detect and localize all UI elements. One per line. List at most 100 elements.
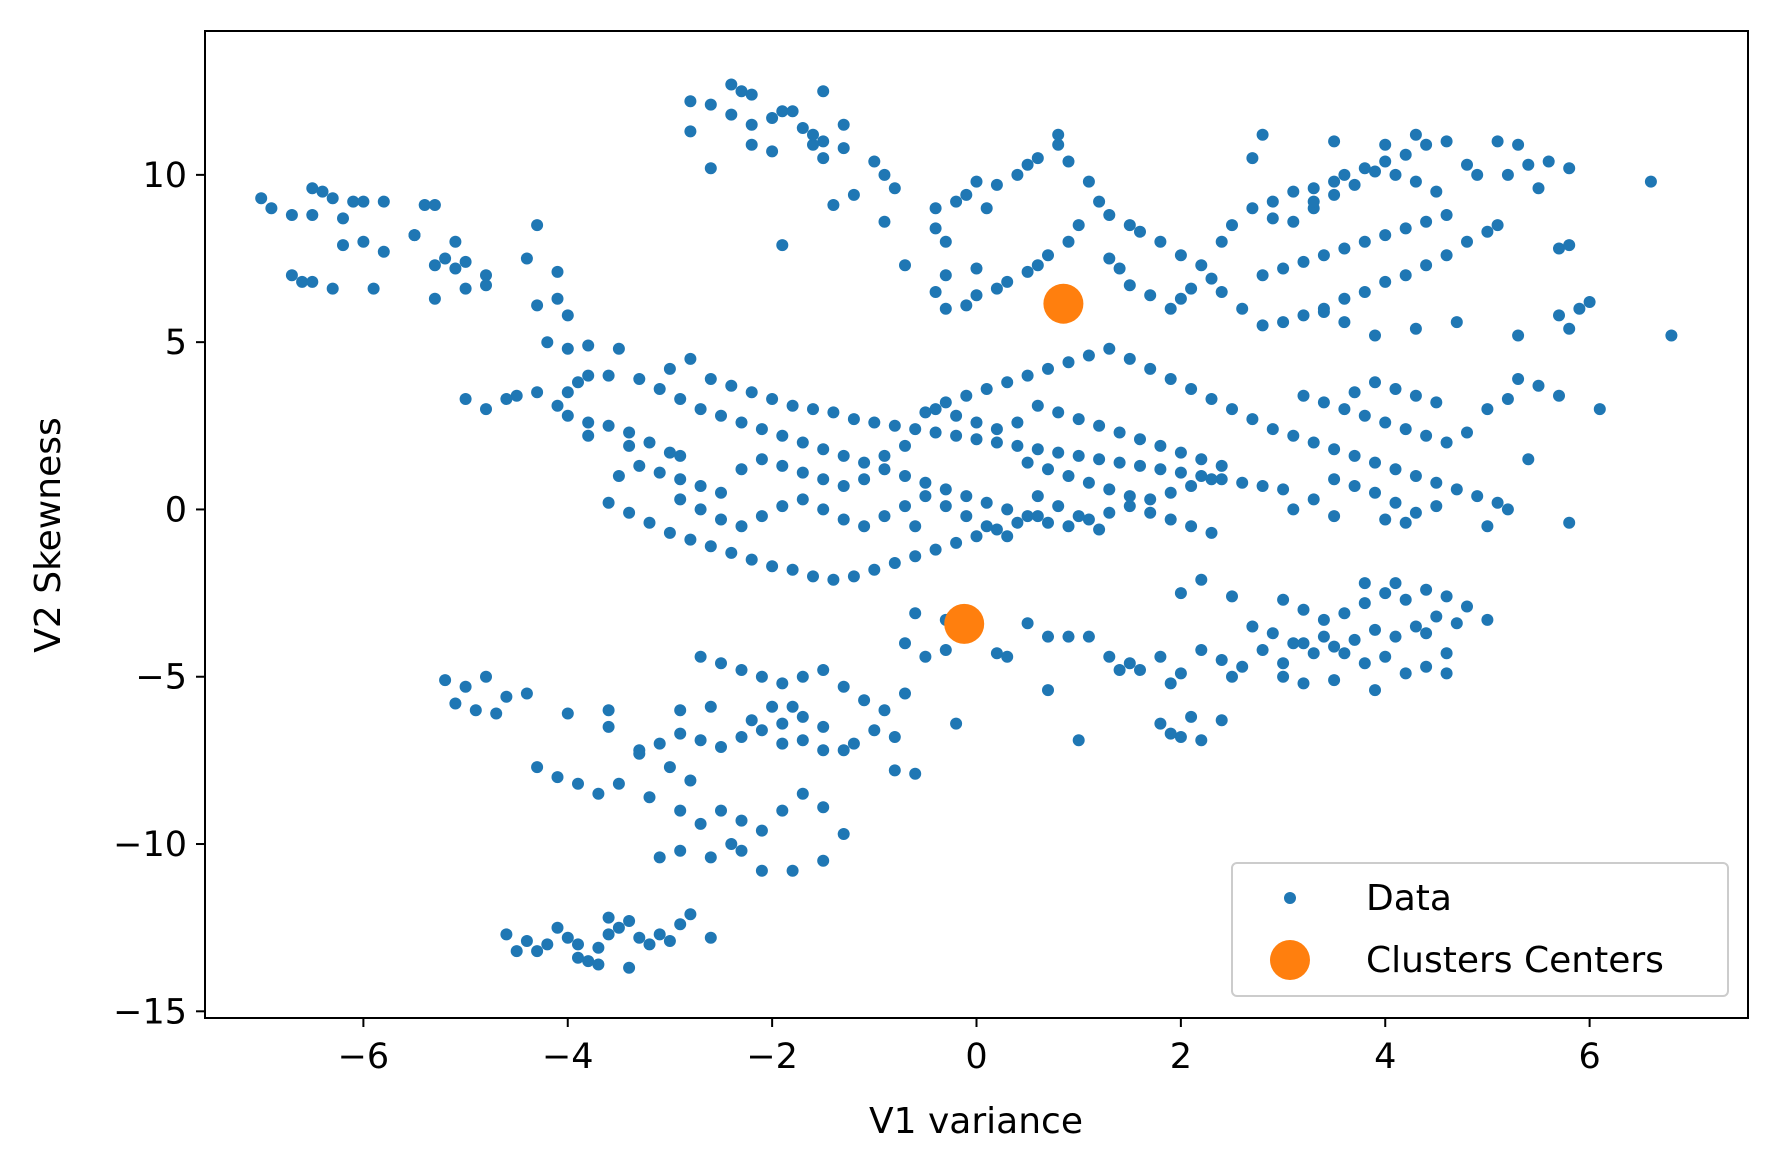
data-point [1328, 674, 1341, 687]
data-point [592, 941, 605, 954]
data-point [1277, 593, 1290, 606]
data-point [1154, 235, 1167, 248]
data-point [1328, 640, 1341, 653]
data-point [878, 168, 891, 181]
data-point [572, 376, 584, 389]
data-point [612, 470, 625, 482]
data-point [704, 98, 717, 111]
data-point [939, 302, 952, 315]
data-point [1123, 219, 1136, 232]
data-point [1011, 439, 1024, 452]
data-point [868, 155, 881, 168]
data-point [1072, 219, 1085, 232]
data-point [950, 195, 963, 208]
legend: Data Clusters Centers [1231, 862, 1729, 997]
data-point [1440, 249, 1453, 262]
data-point [715, 486, 727, 499]
data-point [602, 496, 615, 509]
data-point [1277, 657, 1290, 670]
data-point [837, 680, 850, 693]
data-point [531, 219, 544, 232]
data-point [776, 677, 789, 690]
data-point [480, 279, 492, 292]
data-point [735, 664, 748, 676]
data-point [285, 269, 298, 282]
data-point [888, 731, 901, 743]
data-point [888, 557, 901, 569]
data-point [847, 188, 860, 201]
x-tick-label: 2 [1170, 1037, 1192, 1077]
data-point [1226, 219, 1238, 232]
data-point [1154, 650, 1167, 663]
data-point [1144, 289, 1157, 302]
data-point [1093, 523, 1106, 536]
data-point [1164, 513, 1177, 526]
data-point [306, 182, 319, 195]
data-point [745, 88, 758, 101]
data-point [1532, 379, 1545, 392]
data-point [1430, 610, 1443, 623]
data-point [1409, 128, 1422, 141]
data-point [909, 767, 922, 780]
data-point [1001, 376, 1014, 389]
data-point [766, 112, 779, 124]
data-point [551, 399, 564, 412]
data-point [428, 292, 441, 305]
data-point [1134, 433, 1146, 446]
data-point [551, 292, 564, 305]
data-point [1042, 516, 1054, 529]
data-point [1501, 393, 1514, 405]
data-point [1021, 510, 1034, 523]
data-point [1399, 148, 1412, 161]
data-point [1328, 188, 1341, 201]
data-point [1440, 667, 1453, 680]
data-point [1409, 322, 1422, 335]
data-point [1113, 664, 1126, 676]
data-point [950, 429, 963, 442]
data-point [1042, 463, 1054, 476]
data-point [837, 828, 850, 840]
data-point [1246, 620, 1259, 633]
data-point [347, 195, 360, 208]
data-point [858, 473, 871, 486]
data-point [1246, 202, 1259, 215]
data-point [1522, 158, 1535, 171]
data-point [663, 935, 676, 947]
data-point [1379, 275, 1392, 288]
data-point [1430, 396, 1443, 409]
data-point [990, 436, 1003, 449]
data-point [950, 536, 963, 549]
data-point [306, 275, 319, 288]
data-point [663, 362, 676, 375]
y-axis-label: V2 Skewness [28, 417, 69, 652]
data-point [888, 419, 901, 432]
data-point [480, 670, 492, 683]
data-point [1389, 630, 1402, 643]
data-point [960, 490, 973, 503]
data-point [1420, 215, 1433, 228]
data-point [1174, 587, 1187, 600]
data-point [1215, 235, 1228, 248]
data-point [674, 804, 687, 817]
data-point [817, 664, 830, 676]
data-point [939, 396, 952, 409]
data-point [888, 764, 901, 777]
data-point [796, 670, 809, 683]
data-point [1307, 647, 1320, 660]
data-point [1420, 660, 1433, 673]
data-point [796, 436, 809, 449]
data-point [1573, 302, 1586, 315]
data-point [1512, 138, 1525, 151]
data-point [1164, 373, 1177, 385]
y-tick-label: −10 [113, 825, 187, 865]
data-point [653, 466, 666, 479]
data-point [684, 908, 697, 921]
data-point [1328, 510, 1341, 523]
data-point [633, 459, 646, 472]
data-point [1317, 249, 1330, 262]
data-point [674, 918, 687, 931]
data-point [704, 931, 717, 944]
data-point [1481, 225, 1494, 238]
data-point [1317, 306, 1330, 318]
data-point [531, 299, 544, 312]
